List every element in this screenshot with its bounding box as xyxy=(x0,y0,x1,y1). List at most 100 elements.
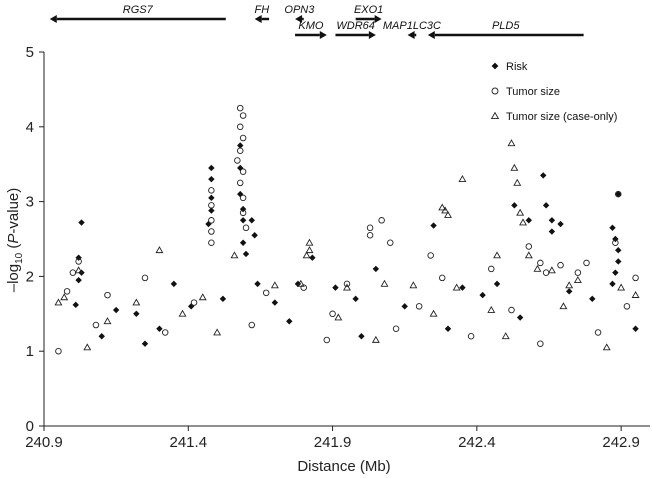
case-only-point xyxy=(103,317,112,325)
risk-point xyxy=(254,280,261,288)
case-only-point xyxy=(458,175,467,183)
tumor-size-point xyxy=(262,289,270,297)
risk-point xyxy=(589,295,596,303)
axes xyxy=(43,52,650,427)
risk-point xyxy=(271,299,279,306)
case-only-point xyxy=(547,266,556,274)
risk-point xyxy=(237,142,244,149)
tumor-size-point xyxy=(557,261,564,269)
tumor-size-point xyxy=(236,147,244,154)
tumor-size-point xyxy=(467,332,475,340)
risk-point xyxy=(205,220,212,228)
x-tick-label: 242.9 xyxy=(602,434,640,451)
risk-point xyxy=(615,258,622,265)
case-only-point xyxy=(429,309,438,317)
case-only-point xyxy=(519,218,528,226)
tumor-size-point xyxy=(623,303,631,310)
case-only-point xyxy=(602,343,611,351)
tumor-size-point xyxy=(69,269,77,276)
tumor-size-point xyxy=(55,347,62,355)
axis-ticks: 0 1 2 3 4 5 240.9 241.4 241.9 242.4 242.9 xyxy=(25,44,640,451)
risk-point xyxy=(219,295,227,303)
risk-point xyxy=(401,303,408,310)
case-only-point xyxy=(178,309,187,317)
gene-label: KMO xyxy=(298,20,324,32)
case-only-point xyxy=(513,178,522,186)
case-only-point xyxy=(302,251,311,259)
tumor-size-point xyxy=(612,239,619,246)
tumor-size-point xyxy=(392,325,400,333)
y-tick-label: 0 xyxy=(26,418,34,435)
legend-marker xyxy=(491,87,499,95)
tumor-size-point xyxy=(632,274,639,282)
risk-point xyxy=(251,232,258,239)
tumor-size-point xyxy=(248,321,256,329)
risk-point xyxy=(615,247,622,254)
y-tick-label: 4 xyxy=(26,119,34,136)
risk-point xyxy=(612,269,619,276)
tumor-size-point xyxy=(387,239,394,246)
tumor-size-point xyxy=(75,258,82,265)
tumor-size-point xyxy=(574,269,582,276)
case-only-point xyxy=(132,298,141,306)
case-only-point xyxy=(438,203,447,211)
legend-label: Tumor size (case-only) xyxy=(506,111,617,123)
x-tick-label: 240.9 xyxy=(25,434,63,451)
case-only-point xyxy=(270,281,279,289)
risk-point xyxy=(609,224,616,231)
risk-point xyxy=(133,310,140,317)
gene-arrowhead xyxy=(407,31,415,39)
gene-label: WDR64 xyxy=(336,20,375,32)
x-tick-label: 242.4 xyxy=(458,434,496,451)
tumor-size-point xyxy=(343,280,351,288)
gene-arrowhead xyxy=(49,15,57,23)
tumor-size-point xyxy=(300,284,307,291)
risk-point xyxy=(358,333,365,340)
gene-label: OPN3 xyxy=(284,4,315,16)
gene-arrowhead xyxy=(295,15,303,23)
risk-point xyxy=(459,284,466,291)
legend-marker xyxy=(490,111,500,119)
tumor-size-point xyxy=(242,224,250,232)
tumor-size-point xyxy=(427,252,434,259)
case-only-point xyxy=(533,264,542,272)
tumor-size-point xyxy=(508,306,515,314)
tumor-size-point xyxy=(329,310,336,318)
tumor-size-point xyxy=(208,217,215,224)
risk-point xyxy=(170,280,178,288)
risk-point xyxy=(430,222,437,229)
risk-point xyxy=(615,190,622,198)
gene-arrowhead xyxy=(368,31,376,39)
legend-label: Tumor size xyxy=(506,86,560,98)
tumor-size-point xyxy=(615,190,622,198)
tumor-size-point xyxy=(236,179,244,187)
risk-point xyxy=(78,219,85,226)
legend: Risk Tumor size Tumor size (case-only) xyxy=(490,61,617,123)
gene-arrowhead xyxy=(319,31,327,39)
case-only-point xyxy=(371,335,380,343)
tumor-size-point xyxy=(190,299,198,306)
x-tick-label: 241.4 xyxy=(170,434,208,451)
gene-label: RGS7 xyxy=(123,4,154,16)
tumor-size-point xyxy=(104,291,111,299)
case-only-point xyxy=(573,276,582,283)
gene-label: MAP1LC3C xyxy=(383,20,441,32)
risk-point xyxy=(237,164,244,172)
case-only-point xyxy=(441,206,450,214)
risk-point xyxy=(632,325,639,332)
risk-point xyxy=(609,280,616,288)
risk-point xyxy=(511,202,518,209)
legend-marker xyxy=(491,62,499,70)
risk-point xyxy=(352,295,359,303)
y-tick-label: 3 xyxy=(26,194,34,211)
risk-point xyxy=(208,164,215,172)
tumor-size-point xyxy=(236,123,244,131)
risk-point xyxy=(372,265,380,273)
risk-point xyxy=(286,318,293,325)
tumor-size-point xyxy=(594,329,602,336)
risk-point xyxy=(239,239,247,246)
tumor-size-point xyxy=(208,228,215,235)
tumor-size-point xyxy=(208,187,215,194)
x-axis-title: Distance (Mb) xyxy=(297,458,390,475)
tumor-size-point xyxy=(234,157,241,164)
